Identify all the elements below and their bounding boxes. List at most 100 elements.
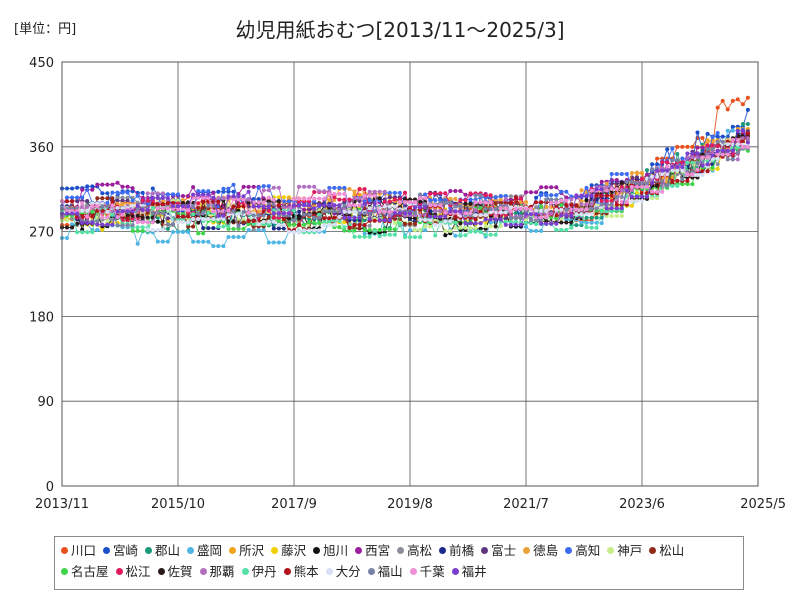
series-point [165,201,170,205]
series-point [564,203,569,208]
series-point [251,219,256,223]
series-point [140,225,145,230]
series-point [559,227,564,232]
series-point [322,229,327,234]
series-point [579,212,584,217]
legend-marker [187,547,195,554]
series-point [110,199,115,204]
series-point [690,182,695,187]
series-point [428,214,433,219]
series-point [609,206,614,211]
series-point [201,211,206,216]
series-point [680,165,685,169]
series-point [347,215,352,220]
series-point [478,213,483,218]
series-point [196,217,201,221]
series-point [246,228,251,232]
series-point [670,178,675,183]
series-point [80,195,85,200]
series-point [740,145,745,150]
series-point [352,189,357,194]
series-point [297,223,301,227]
series-point [478,193,483,198]
series-point [675,165,680,169]
series-point [246,189,251,194]
series-point [534,208,539,213]
x-tick-label: 2019/8 [387,497,433,512]
series-point [307,203,312,208]
series-point [256,204,261,209]
series-point [725,128,730,133]
series-point [130,198,135,203]
legend-item: 高松 [397,540,432,561]
series-point [241,220,246,225]
y-tick-label: 270 [29,226,54,241]
series-point [635,199,639,203]
series-point [302,196,307,201]
series-point [493,207,498,211]
series-point [720,98,725,103]
series-point [176,198,180,203]
series-point [508,209,513,214]
series-point [609,172,614,176]
series-point [312,215,317,220]
series-point [367,193,372,198]
series-point [362,211,367,216]
series-point [135,206,140,211]
series-point [468,197,473,202]
series-point [387,204,392,209]
legend-marker [271,547,279,554]
series-point [604,188,609,193]
series-point [564,207,569,212]
series-point [226,208,231,213]
legend-marker [481,547,489,554]
series-point [387,195,392,200]
legend-marker [451,568,459,575]
series-line [62,143,748,233]
series-point [660,172,665,177]
series-point [206,189,211,194]
series-point [559,189,564,194]
series-point [322,209,327,214]
series-point [488,224,493,229]
series-point [403,200,407,205]
series-point [640,191,644,196]
series-point [569,197,574,202]
series-point [95,196,100,201]
series-point [211,209,216,214]
series-point [720,152,725,157]
series-point [145,201,150,206]
series-point [488,193,493,198]
series-point [604,193,609,198]
series-point [554,221,559,226]
series-point [488,220,493,225]
series-point [438,222,443,227]
series-point [261,200,266,205]
series-point [307,228,312,233]
series-point [584,198,589,203]
legend-item: 那覇 [199,561,235,582]
series-point [433,222,438,227]
series-point [529,220,533,225]
x-tick-label: 2015/10 [151,497,205,512]
series-point [372,228,377,233]
series-point [468,211,473,216]
series-point [231,204,236,209]
series-point [211,217,216,221]
series-point [241,204,246,209]
series-point [675,168,680,173]
series-point [433,191,438,196]
series-point [564,213,569,218]
series-point [65,195,69,200]
series-point [95,201,100,206]
series-point [483,232,488,237]
series-point [211,244,216,249]
series-point [256,228,261,232]
series-point [367,198,372,203]
series-point [135,200,140,205]
series-point [705,169,710,174]
series-point [473,200,478,205]
series-point [186,204,191,209]
series-point [100,204,105,209]
legend-item: 徳島 [523,540,558,561]
